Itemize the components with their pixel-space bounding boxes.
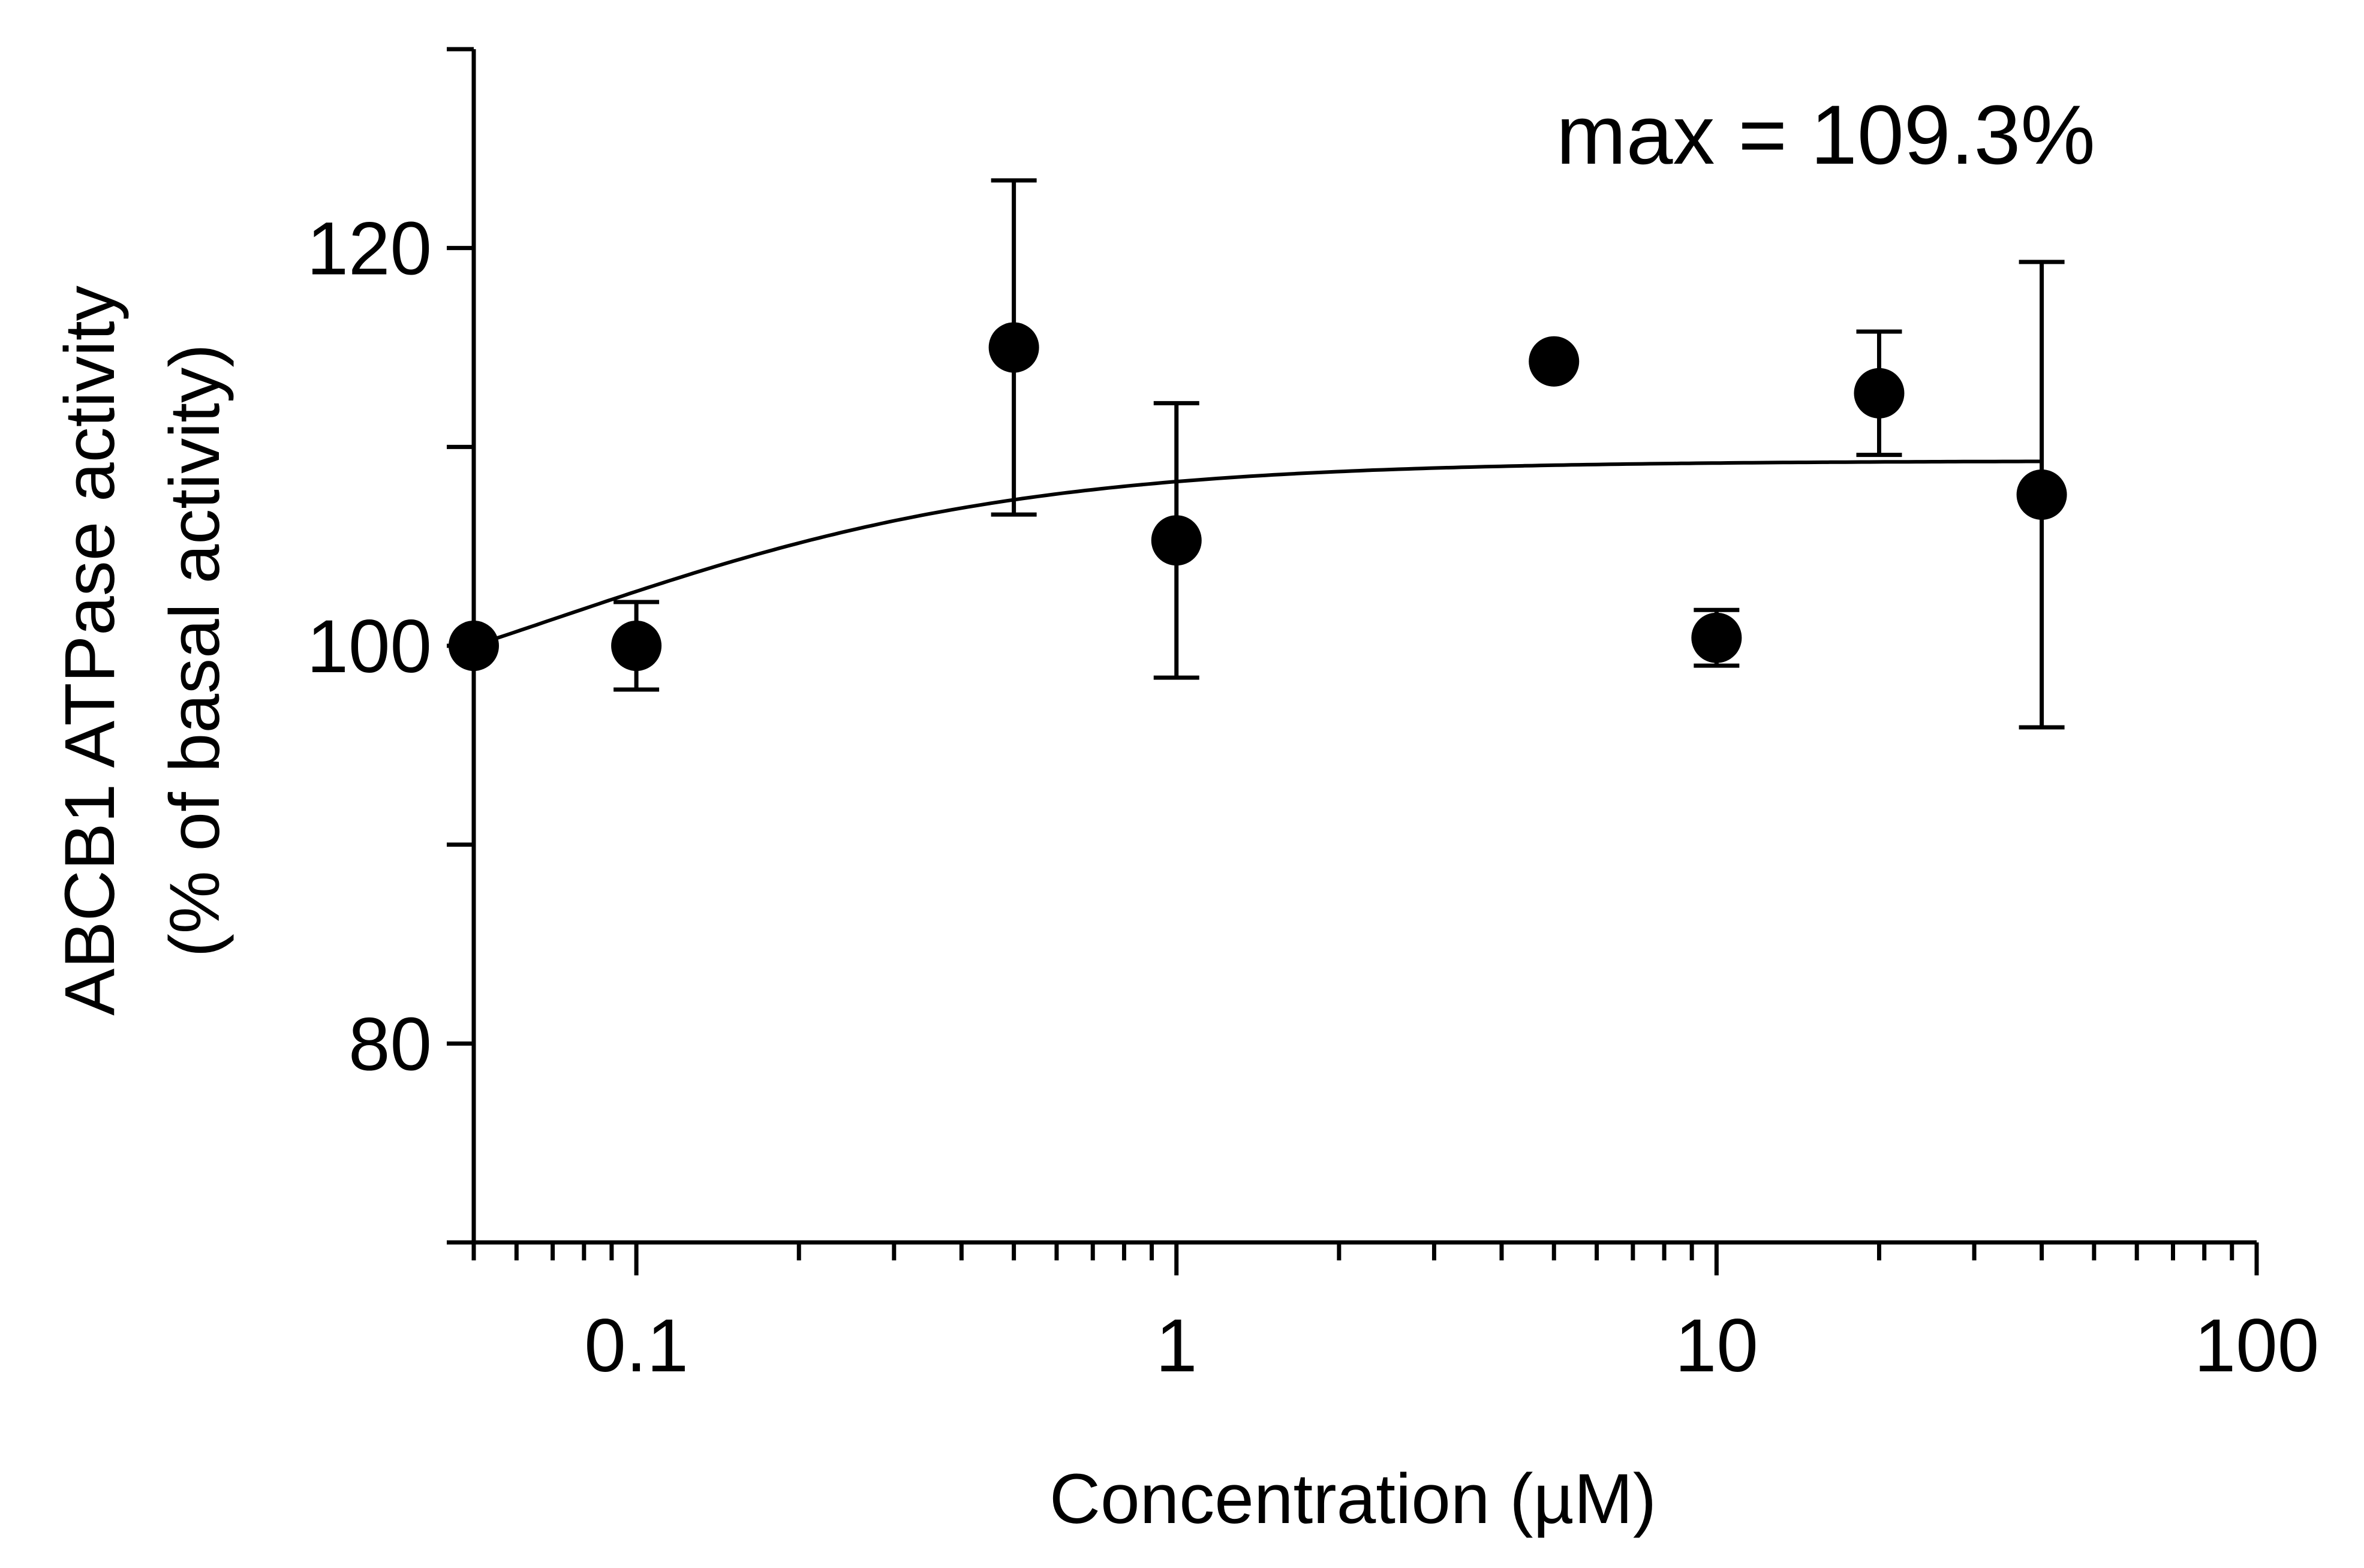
x-tick-label-0.1: 0.1 xyxy=(584,1304,688,1388)
y-tick-label-100: 100 xyxy=(306,605,432,688)
data-points xyxy=(449,322,2067,671)
x-tick-label-1: 1 xyxy=(1156,1304,1198,1388)
x-axis-title: Concentration (µM) xyxy=(1049,1459,1656,1539)
tick-labels: 80 100 120 0.1 1 10 100 xyxy=(306,207,2319,1388)
y-tick-label-80: 80 xyxy=(348,1003,432,1086)
data-point-6 xyxy=(1854,368,1905,419)
axes xyxy=(450,49,2257,1245)
y-axis-title-line2: (% of basal activity) xyxy=(155,344,234,958)
data-point-3 xyxy=(1151,515,1202,566)
data-point-0 xyxy=(449,621,499,671)
data-point-7 xyxy=(2016,469,2067,520)
annotation-max: max = 109.3% xyxy=(1556,88,2095,182)
data-point-1 xyxy=(611,621,662,671)
y-axis-title-line1: ABCB1 ATPase activity xyxy=(50,285,130,1016)
data-point-5 xyxy=(1691,612,1742,663)
fit-curve xyxy=(473,459,2042,648)
error-bars xyxy=(613,178,2065,730)
x-tick-label-10: 10 xyxy=(1675,1304,1758,1388)
data-point-4 xyxy=(1529,336,1580,387)
ticks xyxy=(447,47,2259,1275)
x-tick-label-100: 100 xyxy=(2194,1304,2320,1388)
y-tick-label-120: 120 xyxy=(306,207,432,291)
data-point-2 xyxy=(988,322,1039,373)
